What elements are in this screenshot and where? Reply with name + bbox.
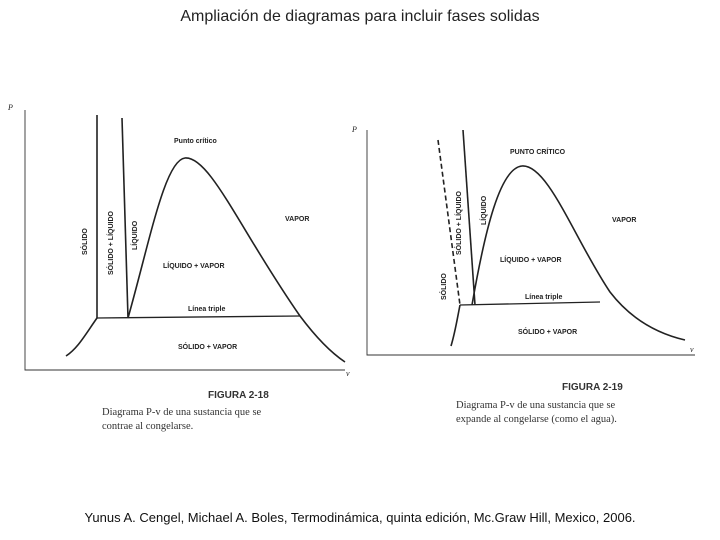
solid-vapor-label: SÓLIDO + VAPOR — [178, 342, 237, 351]
liquid-label: LÍQUIDO — [479, 195, 488, 225]
solid-vapor-curve — [65, 317, 98, 357]
triple-line-label: Línea triple — [525, 294, 562, 301]
caption-line: expande al congelarse (como el agua). — [456, 414, 617, 425]
critical-point: PUNTO CRÍTICO — [510, 147, 566, 156]
solid-liquid-label: SÓLIDO + LÍQUIDO — [106, 210, 115, 275]
citation: Yunus A. Cengel, Michael A. Boles, Termo… — [84, 510, 636, 525]
figure-label: FIGURA 2-18 — [208, 390, 269, 401]
x-axis-label: v — [690, 345, 694, 354]
y-axis-label: P — [351, 125, 357, 134]
liquid-line — [462, 129, 476, 306]
dome — [471, 165, 686, 341]
solid-label: SÓLIDO — [439, 273, 448, 300]
dome — [127, 157, 346, 363]
triple-line-label: Línea triple — [188, 306, 225, 313]
solid-liquid-label: SÓLIDO + LÍQUIDO — [454, 190, 463, 255]
caption-line: Diagrama P-v de una sustancia que se — [102, 407, 262, 418]
liquid-line — [121, 117, 129, 319]
liquid-label: LÍQUIDO — [130, 220, 139, 250]
figure-1: P v Punto crítico SÓLIDO SÓLIDO + LÍQUID… — [7, 103, 350, 432]
triple-line — [96, 315, 301, 319]
solid-label: SÓLIDO — [80, 228, 89, 255]
solid-vapor-curve — [450, 304, 461, 347]
vapor-label: VAPOR — [612, 217, 636, 224]
liquid-vapor-label: LÍQUIDO + VAPOR — [163, 261, 225, 270]
critical-point: Punto crítico — [174, 138, 217, 145]
x-axis-label: v — [346, 369, 350, 378]
triple-line — [459, 301, 601, 306]
vapor-label: VAPOR — [285, 216, 309, 223]
y-axis-label: P — [7, 103, 13, 112]
solid-line — [437, 139, 461, 306]
slide-title: Ampliación de diagramas para incluir fas… — [180, 8, 540, 25]
solid-vapor-label: SÓLIDO + VAPOR — [518, 327, 577, 336]
liquid-vapor-label: LÍQUIDO + VAPOR — [500, 255, 562, 264]
caption-line: Diagrama P-v de una sustancia que se — [456, 400, 616, 411]
axes — [24, 110, 345, 371]
axes — [366, 130, 695, 356]
caption-line: contrae al congelarse. — [102, 421, 193, 432]
figure-label: FIGURA 2-19 — [562, 382, 623, 393]
figure-2: P v PUNTO CRÍTICO SÓLIDO SÓLIDO + LÍQUID… — [351, 125, 695, 425]
